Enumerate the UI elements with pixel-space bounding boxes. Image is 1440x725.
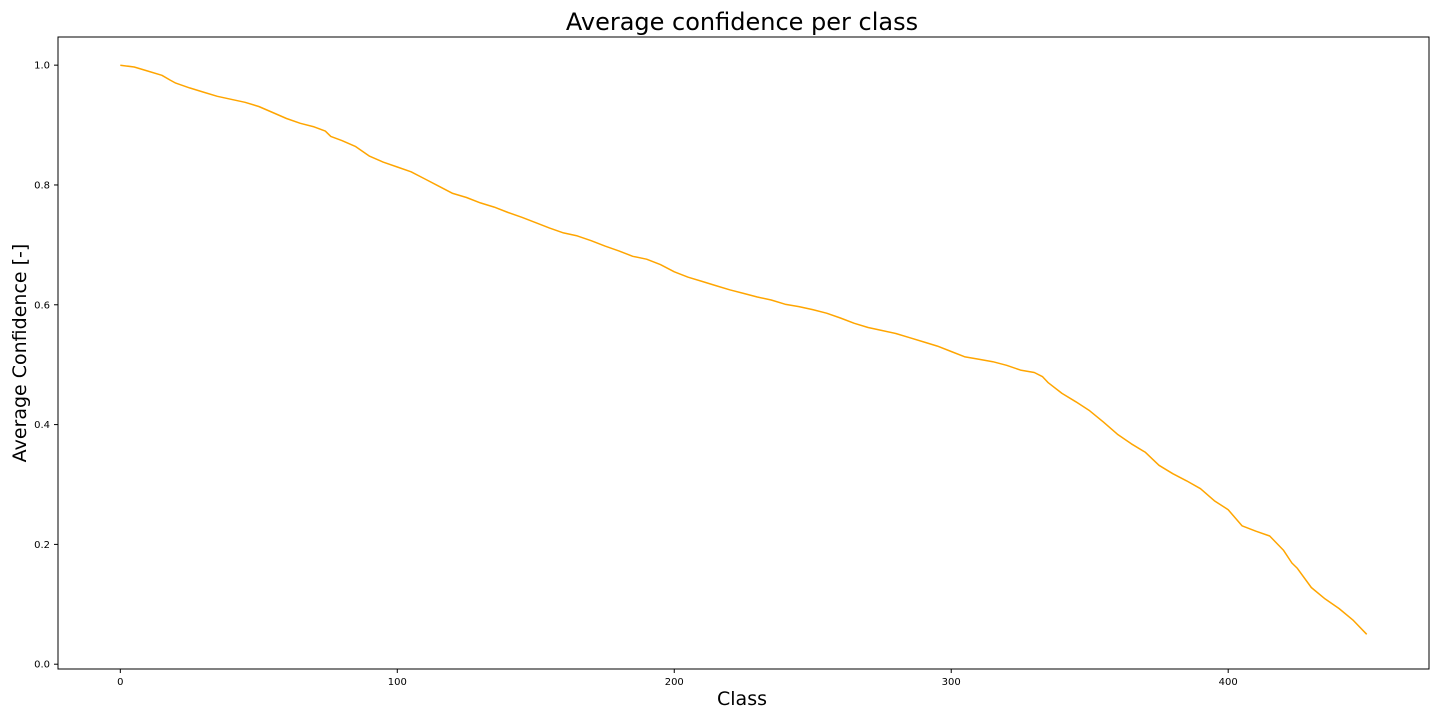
x-tick-label: 300 <box>942 677 961 688</box>
x-tick-label: 0 <box>117 677 123 688</box>
x-tick-label: 400 <box>1219 677 1238 688</box>
x-axis: 0 100 200 300 400 <box>117 669 1238 688</box>
plot-frame <box>57 36 1430 670</box>
x-tick-label: 200 <box>665 677 684 688</box>
y-tick-label: 1.0 <box>34 61 50 72</box>
y-tick-label: 0.4 <box>34 420 50 431</box>
x-axis-label: Class <box>717 688 767 710</box>
confidence-line <box>120 64 1368 635</box>
x-tick-label: 100 <box>388 677 407 688</box>
y-axis-label: Average Confidence [-] <box>9 244 31 463</box>
y-tick-label: 0.6 <box>34 300 50 311</box>
chart-title: Average confidence per class <box>566 8 918 36</box>
y-tick-label: 0.0 <box>34 660 50 671</box>
y-tick-label: 0.2 <box>34 540 50 551</box>
y-tick-label: 0.8 <box>34 180 50 191</box>
y-axis: 0.0 0.2 0.4 0.6 0.8 1.0 <box>34 61 58 671</box>
